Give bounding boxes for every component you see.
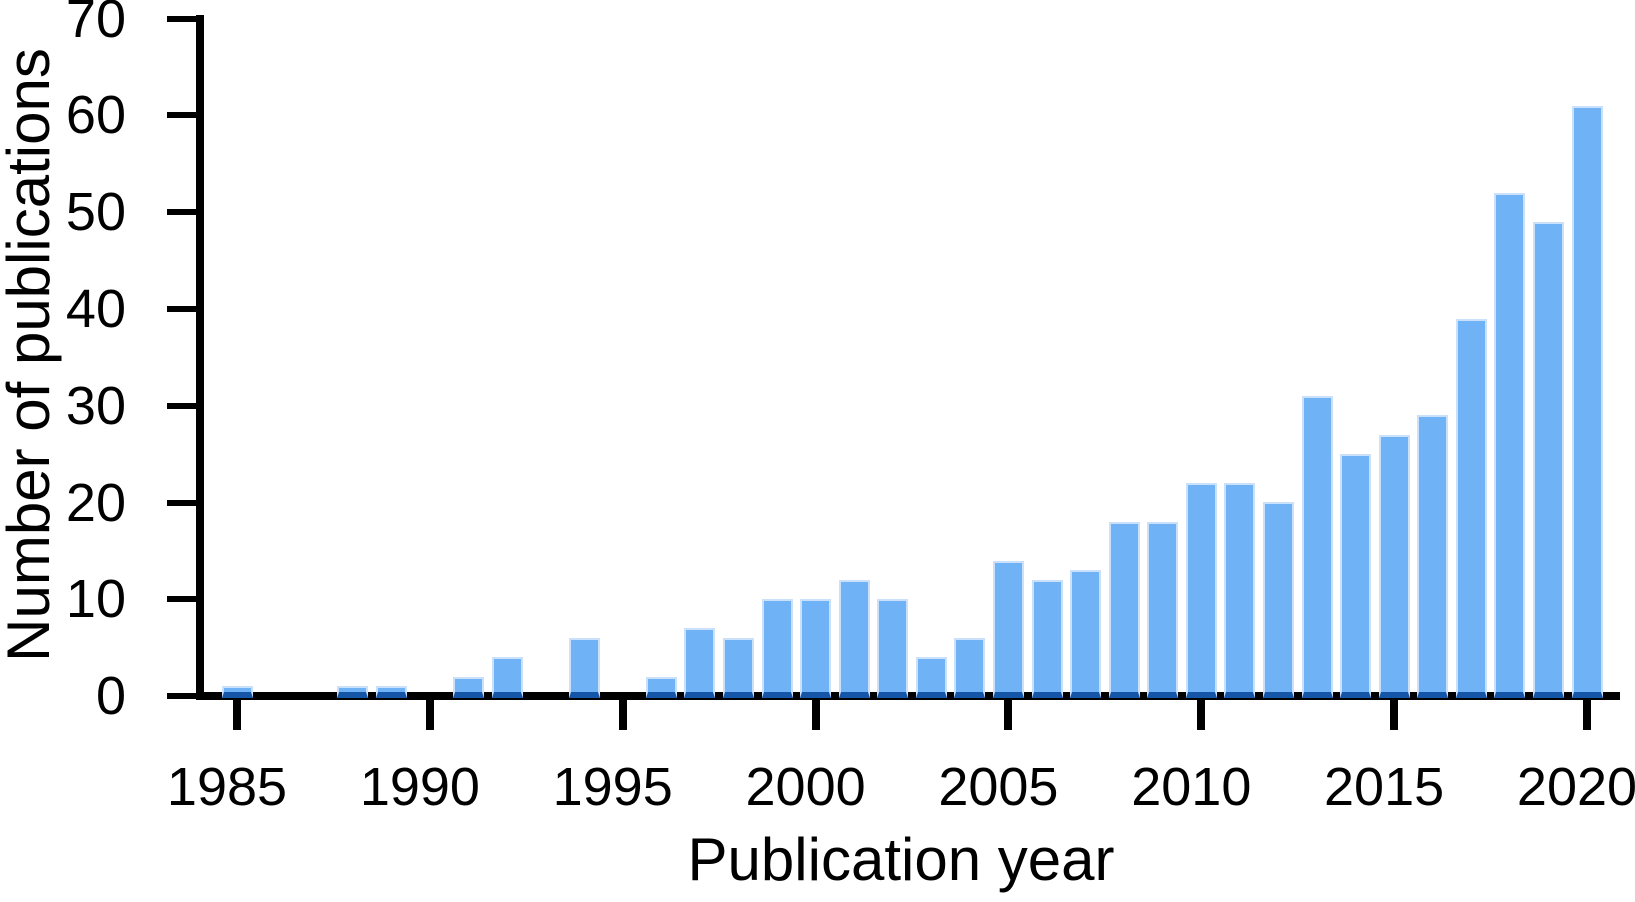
y-tick-40	[167, 305, 196, 312]
y-tick-label-70: 70	[65, 0, 126, 49]
bar-2015	[1378, 435, 1410, 698]
bar-1998	[722, 638, 754, 698]
bar-1989	[375, 686, 407, 698]
bar-2011	[1224, 483, 1256, 698]
y-tick-label-50: 50	[65, 182, 126, 243]
y-tick-30	[167, 402, 196, 409]
bar-2005	[992, 561, 1024, 698]
y-tick-label-0: 0	[95, 666, 126, 726]
y-tick-label-40: 40	[65, 278, 126, 339]
x-tick-2010	[1197, 698, 1206, 730]
bar-2003	[915, 657, 947, 698]
x-tick-1990	[425, 698, 434, 730]
x-tick-label-1990: 1990	[359, 757, 480, 817]
bar-2006	[1031, 580, 1063, 698]
y-tick-10	[167, 596, 196, 603]
y-axis-line	[196, 15, 204, 700]
x-tick-2000	[811, 698, 820, 730]
bar-2020	[1571, 106, 1603, 698]
y-tick-70	[167, 15, 196, 22]
y-tick-20	[167, 499, 196, 506]
x-tick-label-2005: 2005	[938, 757, 1059, 817]
bar-2004	[954, 638, 986, 698]
x-tick-label-2000: 2000	[745, 757, 866, 817]
x-axis-title: Publication year	[687, 826, 1115, 893]
y-tick-0	[167, 693, 196, 699]
bar-1997	[684, 628, 716, 698]
bar-2010	[1185, 483, 1217, 698]
bar-2000	[800, 599, 832, 698]
bar-1991	[452, 677, 484, 698]
bar-2002	[877, 599, 909, 698]
y-tick-label-10: 10	[65, 569, 126, 630]
bar-1988	[337, 686, 369, 698]
y-tick-60	[167, 112, 196, 119]
x-tick-2005	[1004, 698, 1013, 730]
y-tick-label-20: 20	[65, 472, 126, 533]
bar-1996	[645, 677, 677, 698]
bar-1992	[491, 657, 523, 698]
bar-2012	[1262, 502, 1294, 698]
bar-2008	[1108, 522, 1140, 698]
x-tick-label-2015: 2015	[1324, 757, 1445, 817]
y-tick-50	[167, 209, 196, 216]
bar-2019	[1532, 222, 1564, 698]
x-tick-label-1985: 1985	[166, 757, 288, 817]
bar-2014	[1340, 454, 1372, 698]
y-tick-label-30: 30	[65, 375, 126, 436]
bar-1999	[761, 599, 793, 698]
bar-2013	[1301, 396, 1333, 698]
x-tick-2020	[1583, 698, 1591, 730]
y-tick-label-60: 60	[65, 85, 126, 146]
bar-2007	[1070, 570, 1102, 698]
bar-1985	[221, 686, 253, 698]
x-tick-label-2020: 2020	[1516, 757, 1635, 817]
bar-2001	[838, 580, 870, 698]
bar-2017	[1455, 319, 1487, 698]
x-tick-label-2010: 2010	[1131, 757, 1252, 817]
x-tick-label-1995: 1995	[552, 757, 673, 817]
bar-1994	[568, 638, 600, 698]
x-tick-1985	[233, 698, 241, 730]
bar-2009	[1147, 522, 1179, 698]
bar-2016	[1417, 415, 1449, 698]
x-tick-1995	[618, 698, 627, 730]
bar-2018	[1494, 193, 1526, 698]
x-tick-2015	[1390, 698, 1399, 730]
